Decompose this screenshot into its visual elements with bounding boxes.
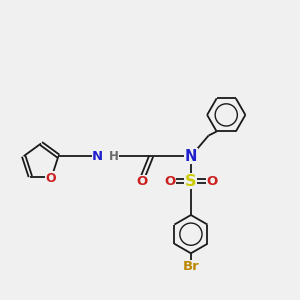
Text: H: H (109, 150, 119, 163)
Text: O: O (206, 175, 217, 188)
Text: N: N (92, 150, 103, 163)
Text: S: S (185, 174, 197, 189)
Text: O: O (165, 175, 176, 188)
Text: O: O (136, 175, 147, 188)
Text: O: O (45, 172, 56, 184)
Text: Br: Br (182, 260, 199, 273)
Text: N: N (185, 148, 197, 164)
